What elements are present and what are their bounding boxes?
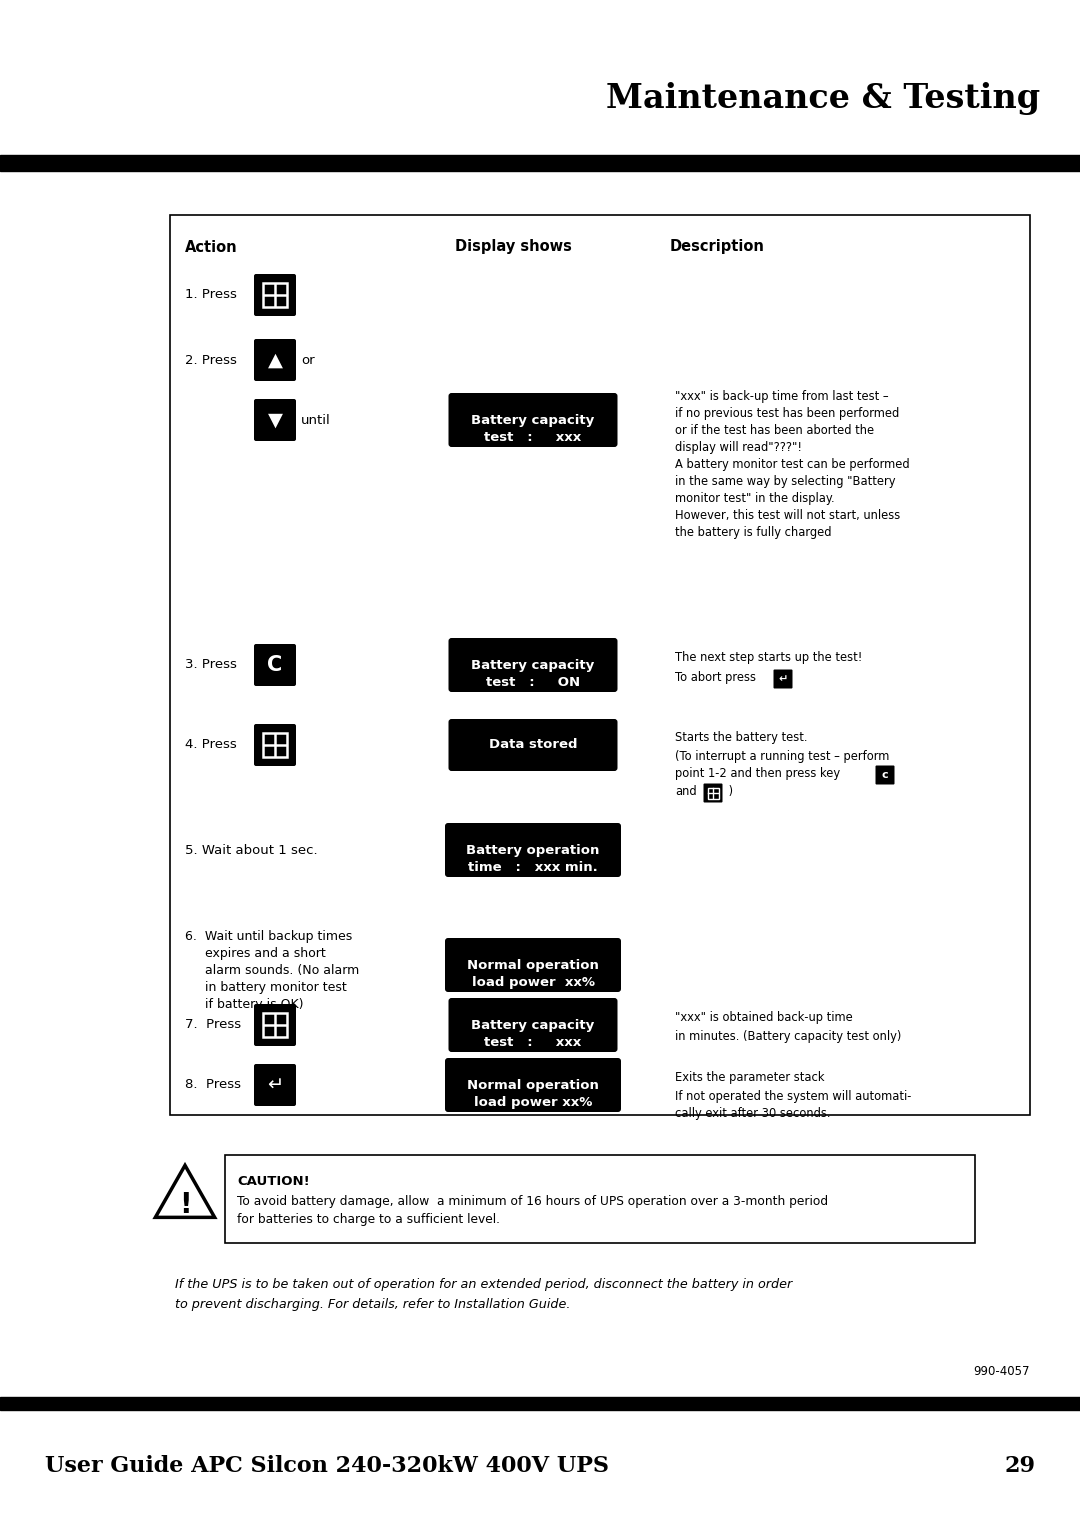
Bar	[264, 733, 287, 756]
Text: or if the test has been aborted the: or if the test has been aborted the	[675, 423, 874, 437]
Text: CAUTION!: CAUTION!	[237, 1175, 310, 1187]
Text: in battery monitor test: in battery monitor test	[185, 981, 347, 995]
Text: load power xx%: load power xx%	[474, 1096, 592, 1109]
Text: to prevent discharging. For details, refer to Installation Guide.: to prevent discharging. For details, ref…	[175, 1297, 570, 1311]
Text: A battery monitor test can be performed: A battery monitor test can be performed	[675, 458, 909, 471]
Text: Battery capacity: Battery capacity	[471, 414, 595, 426]
Text: if battery is OK): if battery is OK)	[185, 998, 303, 1012]
Text: 3. Press: 3. Press	[185, 659, 237, 671]
FancyBboxPatch shape	[445, 824, 621, 877]
Text: If the UPS is to be taken out of operation for an extended period, disconnect th: If the UPS is to be taken out of operati…	[175, 1277, 793, 1291]
Text: Display shows: Display shows	[455, 240, 572, 255]
Bar	[0, 154, 1080, 171]
Text: 4. Press: 4. Press	[185, 738, 237, 752]
Text: in minutes. (Battery capacity test only): in minutes. (Battery capacity test only)	[675, 1030, 902, 1044]
Text: 5. Wait about 1 sec.: 5. Wait about 1 sec.	[185, 843, 318, 857]
Text: Maintenance & Testing: Maintenance & Testing	[606, 83, 1040, 115]
Text: 8.  Press: 8. Press	[185, 1079, 241, 1091]
Text: display will read"???"!: display will read"???"!	[675, 442, 802, 454]
FancyBboxPatch shape	[448, 720, 618, 772]
Text: Data stored: Data stored	[489, 738, 577, 752]
Text: expires and a short: expires and a short	[185, 947, 326, 960]
FancyBboxPatch shape	[254, 643, 296, 686]
Text: and: and	[675, 785, 697, 798]
Text: C: C	[268, 656, 283, 675]
Text: alarm sounds. (No alarm: alarm sounds. (No alarm	[185, 964, 360, 976]
FancyBboxPatch shape	[254, 339, 296, 380]
Text: test   :     ON: test : ON	[486, 675, 580, 689]
FancyBboxPatch shape	[254, 274, 296, 316]
FancyBboxPatch shape	[448, 639, 618, 692]
Bar	[707, 787, 718, 799]
Text: cally exit after 30 seconds.: cally exit after 30 seconds.	[675, 1106, 831, 1120]
Text: load power  xx%: load power xx%	[472, 976, 594, 989]
FancyBboxPatch shape	[876, 766, 894, 784]
FancyBboxPatch shape	[448, 998, 618, 1051]
Text: Battery capacity: Battery capacity	[471, 659, 595, 672]
Text: (To interrupt a running test – perform: (To interrupt a running test – perform	[675, 750, 889, 762]
Text: until: until	[301, 414, 330, 426]
Text: To abort press: To abort press	[675, 671, 756, 685]
Text: "xxx" is obtained back-up time: "xxx" is obtained back-up time	[675, 1012, 853, 1024]
Bar	[225, 1155, 975, 1242]
Text: 7.  Press: 7. Press	[185, 1019, 241, 1031]
FancyBboxPatch shape	[254, 399, 296, 442]
FancyBboxPatch shape	[448, 393, 618, 448]
Bar	[0, 1397, 1080, 1410]
Text: 29: 29	[1004, 1455, 1035, 1478]
Text: test   :     xxx: test : xxx	[484, 431, 582, 445]
Text: test   :     xxx: test : xxx	[484, 1036, 582, 1050]
Bar	[264, 1013, 287, 1038]
Bar	[264, 283, 287, 307]
Text: Starts the battery test.: Starts the battery test.	[675, 730, 808, 744]
Text: c: c	[881, 770, 889, 779]
Text: in the same way by selecting "Battery: in the same way by selecting "Battery	[675, 475, 895, 487]
Text: ▲: ▲	[268, 350, 283, 370]
FancyBboxPatch shape	[773, 669, 793, 689]
Text: if no previous test has been performed: if no previous test has been performed	[675, 406, 900, 420]
Text: point 1-2 and then press key: point 1-2 and then press key	[675, 767, 840, 779]
Text: Normal operation: Normal operation	[467, 1079, 599, 1093]
Bar	[170, 215, 1030, 1115]
Text: !: !	[178, 1190, 191, 1219]
Text: 2. Press: 2. Press	[185, 353, 237, 367]
Text: "xxx" is back-up time from last test –: "xxx" is back-up time from last test –	[675, 390, 889, 403]
FancyBboxPatch shape	[703, 784, 723, 802]
Text: or: or	[301, 353, 314, 367]
Text: ▼: ▼	[268, 411, 283, 429]
Text: 990-4057: 990-4057	[973, 1365, 1030, 1378]
Text: ↵: ↵	[267, 1076, 283, 1094]
FancyBboxPatch shape	[254, 724, 296, 766]
Text: To avoid battery damage, allow  a minimum of 16 hours of UPS operation over a 3-: To avoid battery damage, allow a minimum…	[237, 1195, 828, 1209]
FancyBboxPatch shape	[445, 938, 621, 992]
Text: Normal operation: Normal operation	[467, 960, 599, 972]
Text: The next step starts up the test!: The next step starts up the test!	[675, 651, 862, 665]
Text: ): )	[725, 785, 733, 798]
FancyBboxPatch shape	[254, 1004, 296, 1047]
Text: Action: Action	[185, 240, 238, 255]
Text: for batteries to charge to a sufficient level.: for batteries to charge to a sufficient …	[237, 1213, 500, 1225]
Text: If not operated the system will automati-: If not operated the system will automati…	[675, 1089, 912, 1103]
Text: However, this test will not start, unless: However, this test will not start, unles…	[675, 509, 901, 523]
Text: Exits the parameter stack: Exits the parameter stack	[675, 1071, 824, 1083]
FancyBboxPatch shape	[254, 1063, 296, 1106]
Text: Battery operation: Battery operation	[467, 843, 599, 857]
FancyBboxPatch shape	[445, 1057, 621, 1112]
Text: time   :   xxx min.: time : xxx min.	[468, 860, 598, 874]
Text: the battery is fully charged: the battery is fully charged	[675, 526, 832, 539]
Text: monitor test" in the display.: monitor test" in the display.	[675, 492, 835, 504]
Text: Description: Description	[670, 240, 765, 255]
Text: 1. Press: 1. Press	[185, 289, 237, 301]
Text: 6.  Wait until backup times: 6. Wait until backup times	[185, 931, 352, 943]
Text: ↵: ↵	[779, 674, 787, 685]
Text: Battery capacity: Battery capacity	[471, 1019, 595, 1031]
Text: User Guide APC Silcon 240-320kW 400V UPS: User Guide APC Silcon 240-320kW 400V UPS	[45, 1455, 609, 1478]
